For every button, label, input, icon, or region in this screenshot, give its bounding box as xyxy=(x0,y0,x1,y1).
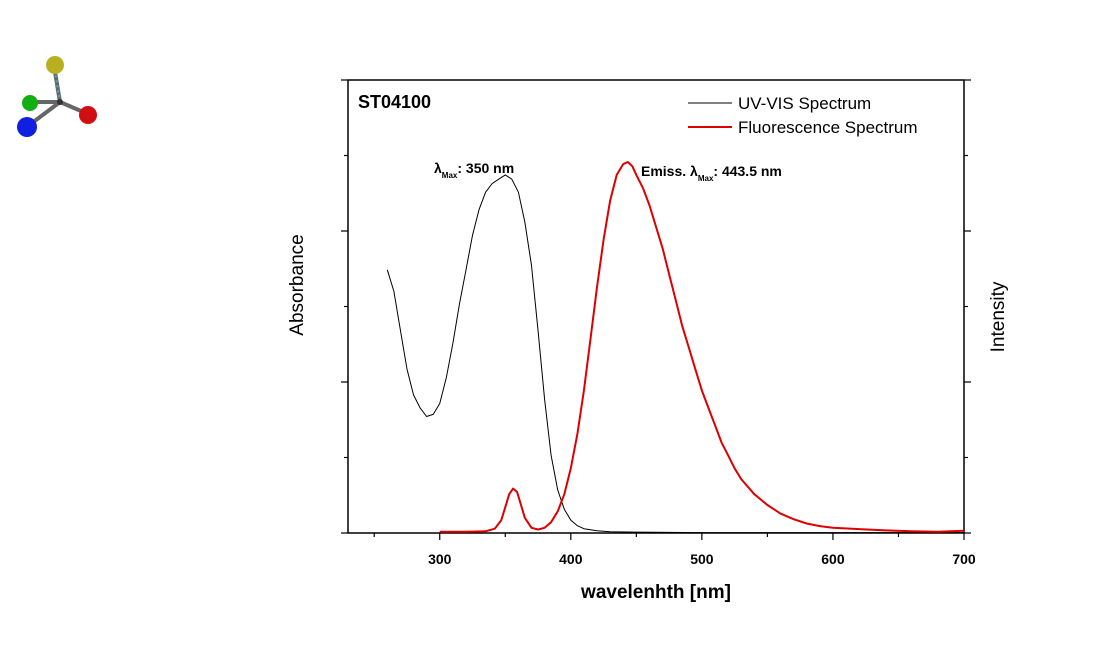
annotation-lambda-suffix: : 350 nm xyxy=(457,160,514,176)
atom-yellow xyxy=(46,56,64,74)
x-tick-label-300: 300 xyxy=(428,551,452,567)
plot-frame xyxy=(347,79,965,534)
x-axis-title: wavelenhth [nm] xyxy=(580,582,731,603)
atom-red xyxy=(79,106,97,124)
x-tick-label-700: 700 xyxy=(952,551,976,567)
atom-green xyxy=(22,95,38,111)
axis-ticks xyxy=(341,79,971,540)
molecule-icon xyxy=(17,56,97,137)
chart-title: ST04100 xyxy=(358,92,431,112)
x-tick-labels: 300 400 500 600 700 xyxy=(428,551,976,567)
annotation-lambda-sub: Max xyxy=(442,171,458,180)
atom-blue xyxy=(17,117,37,137)
x-tick-label-600: 600 xyxy=(821,551,845,567)
annotation-emission-prefix: Emiss. λ xyxy=(641,163,698,179)
x-tick-label-400: 400 xyxy=(559,551,583,567)
y-axis-title-right: Intensity xyxy=(988,281,1009,352)
atom-center xyxy=(57,99,63,105)
annotation-lambda-max: λMax: 350 nm xyxy=(434,160,514,180)
annotation-lambda-prefix: λ xyxy=(434,160,442,176)
legend-label-fluorescence: Fluorescence Spectrum xyxy=(738,118,918,137)
annotation-emission-sub: Max xyxy=(698,174,714,183)
annotation-emission-max: Emiss. λMax: 443.5 nm xyxy=(641,163,782,183)
legend-label-uv-vis: UV-VIS Spectrum xyxy=(738,94,871,113)
y-axis-title-left: Absorbance xyxy=(287,234,308,335)
series-lines xyxy=(386,161,965,534)
annotation-emission-suffix: : 443.5 nm xyxy=(713,163,781,179)
series-line-uv-vis xyxy=(386,174,964,534)
series-line-fluorescence xyxy=(439,161,965,533)
x-tick-label-500: 500 xyxy=(690,551,714,567)
legend: UV-VIS Spectrum Fluorescence Spectrum xyxy=(688,94,918,137)
